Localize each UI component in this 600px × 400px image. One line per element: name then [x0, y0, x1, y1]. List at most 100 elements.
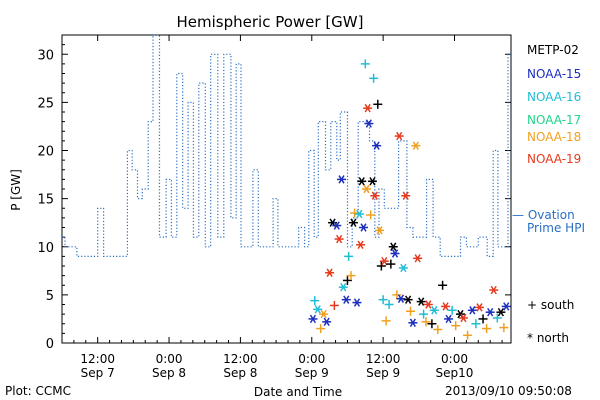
marker-stroke	[381, 256, 388, 266]
marker-stroke	[323, 317, 330, 327]
marker-south-metp-02	[376, 261, 386, 271]
marker-south-metp-02	[386, 259, 396, 269]
marker-stroke	[360, 223, 367, 232]
legend-south-marker: + south	[527, 298, 575, 312]
marker-stroke	[314, 305, 321, 314]
marker-stroke	[371, 191, 378, 200]
marker-north-noaa-15	[501, 302, 511, 311]
marker-north-noaa-19	[370, 191, 380, 200]
marker-stroke	[405, 295, 412, 304]
marker-stroke	[333, 221, 340, 230]
y-tick-label: 25	[37, 96, 54, 111]
marker-stroke	[390, 242, 397, 251]
marker-south-noaa-16	[369, 73, 379, 83]
marker-stroke	[487, 307, 494, 317]
marker-north-metp-02	[388, 242, 398, 251]
marker-stroke	[320, 309, 327, 319]
x-tick-label-time: 0:00	[156, 352, 183, 366]
marker-stroke	[357, 240, 364, 250]
marker-north-noaa-16	[398, 263, 408, 273]
marker-north-noaa-15	[396, 294, 406, 303]
marker-south-noaa-18	[463, 330, 473, 340]
marker-north-metp-02	[348, 218, 358, 227]
marker-south-noaa-18	[381, 316, 391, 326]
marker-north-noaa-18	[411, 141, 421, 150]
marker-stroke	[353, 298, 361, 307]
marker-north-noaa-15	[390, 249, 400, 258]
marker-north-noaa-15	[352, 298, 362, 307]
marker-stroke	[350, 218, 357, 227]
marker-stroke	[476, 303, 483, 312]
marker-stroke	[425, 300, 432, 309]
marker-south-noaa-16	[360, 59, 370, 69]
marker-stroke	[431, 306, 438, 315]
marker-north-noaa-15	[359, 223, 369, 232]
legend-item-noaa16: NOAA-16	[527, 90, 582, 104]
marker-north-noaa-15	[322, 317, 332, 327]
marker-south-noaa-16	[310, 296, 320, 306]
legend-item-noaa19: NOAA-19	[527, 152, 582, 166]
marker-north-noaa-15	[444, 314, 454, 324]
x-tick-label-time: 12:00	[80, 352, 115, 366]
marker-south-noaa-18	[316, 324, 326, 334]
legend-item-ovation-line2: Prime HPI	[527, 221, 585, 235]
marker-south-noaa-16	[384, 300, 394, 309]
marker-stroke	[356, 209, 363, 219]
legend-item-noaa18: NOAA-18	[527, 130, 582, 144]
x-tick-label-time: 12:00	[366, 352, 401, 366]
marker-stroke	[363, 184, 370, 194]
footer-timestamp: 2013/09/10 09:50:08	[445, 384, 572, 398]
marker-south-noaa-18	[433, 325, 443, 335]
y-tick-label: 10	[37, 241, 54, 256]
marker-stroke	[400, 263, 407, 273]
marker-south-noaa-16	[447, 305, 457, 315]
marker-south-noaa-18	[366, 210, 376, 220]
marker-south-noaa-16	[419, 309, 429, 319]
y-tick-label: 30	[37, 48, 54, 63]
marker-stroke	[343, 295, 350, 304]
x-tick-label-date: Sep 7	[81, 366, 115, 380]
marker-north-noaa-15	[341, 295, 351, 304]
y-tick-label: 20	[37, 145, 54, 160]
marker-stroke	[469, 306, 476, 315]
marker-south-noaa-18	[451, 321, 461, 331]
y-axis-label: P [GW]	[9, 169, 23, 211]
marker-north-noaa-18	[361, 184, 371, 194]
marker-stroke	[460, 313, 467, 323]
marker-stroke	[442, 302, 449, 311]
marker-stroke	[397, 294, 405, 303]
marker-stroke	[490, 285, 497, 295]
marker-stroke	[503, 302, 510, 311]
marker-north-noaa-15	[485, 307, 495, 317]
marker-south-noaa-18	[392, 290, 402, 300]
marker-south-metp-02	[427, 319, 437, 329]
marker-stroke	[309, 314, 317, 324]
marker-north-noaa-19	[441, 302, 451, 311]
marker-stroke	[402, 191, 409, 200]
marker-south-metp-02	[478, 314, 488, 324]
marker-north-noaa-15	[337, 175, 347, 184]
x-tick-label-date: Sep 8	[223, 366, 257, 380]
marker-stroke	[340, 282, 347, 292]
marker-stroke	[497, 307, 504, 317]
marker-north-noaa-19	[325, 268, 335, 277]
marker-north-noaa-15	[364, 119, 374, 128]
y-tick-label: 0	[46, 337, 54, 352]
marker-north-metp-02	[367, 177, 377, 186]
x-axis-label: Date and Time	[254, 385, 342, 399]
marker-stroke	[358, 177, 365, 186]
plot-frame	[61, 34, 512, 344]
marker-north-metp-02	[403, 295, 413, 304]
y-tick-label: 5	[46, 289, 54, 304]
marker-north-metp-02	[357, 177, 367, 186]
marker-stroke	[445, 314, 452, 324]
marker-north-noaa-19	[458, 313, 468, 323]
marker-stroke	[414, 254, 421, 263]
marker-north-noaa-19	[394, 131, 404, 141]
marker-south-metp-02	[342, 275, 352, 285]
marker-north-noaa-15	[372, 141, 382, 150]
marker-north-noaa-19	[474, 303, 484, 312]
marker-stroke	[457, 309, 464, 319]
marker-north-noaa-18	[319, 309, 329, 319]
